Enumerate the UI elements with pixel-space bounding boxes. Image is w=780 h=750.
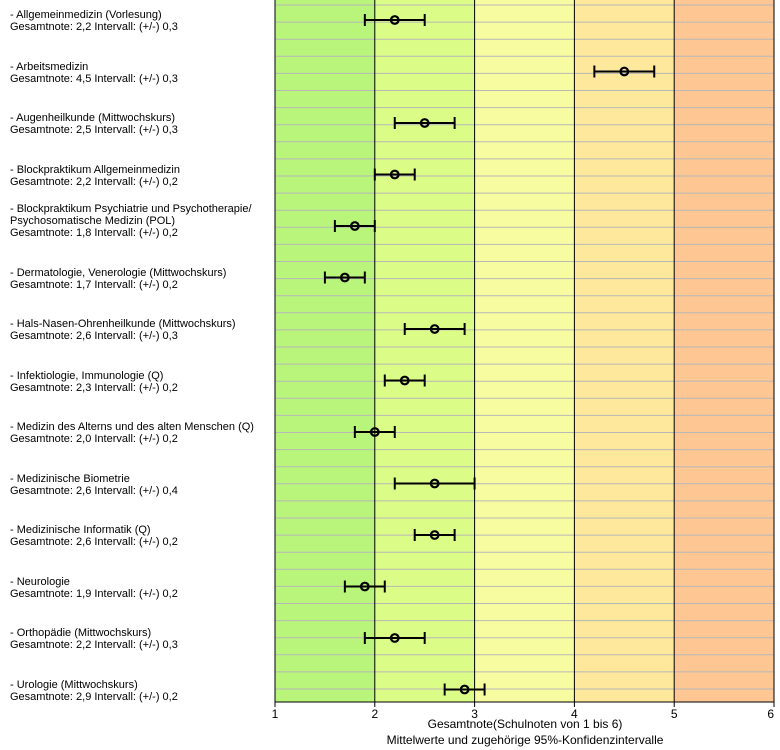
row-label: - Dermatologie, Venerologie (Mittwochsku… [10, 267, 272, 291]
x-tick-label: 3 [471, 707, 478, 721]
row-label: - Orthopädie (Mittwochskurs) Gesamtnote: … [10, 627, 272, 651]
row-label-name: - Neurologie [10, 575, 70, 588]
row-label-name: - Urologie (Mittwochskurs) [10, 678, 138, 691]
band-1 [275, 0, 375, 702]
row-label: - Medizinische Biometrie Gesamtnote: 2,6 … [10, 473, 272, 497]
chart-subtitle: Mittelwerte und zugehörige 95%-Konfidenz… [386, 733, 664, 747]
row-label-name: - Augenheilkunde (Mittwochskurs) [10, 112, 176, 124]
x-tick-label: 6 [767, 707, 774, 721]
band-2 [374, 0, 475, 702]
row-label-name: - Blockpraktikum Allgemeinmedizin [10, 163, 180, 176]
mean-point [389, 633, 400, 643]
row-label-value: Gesamtnote: 2,2 Intervall: (+/-) 0,3 [10, 639, 178, 651]
mean-point [419, 118, 430, 128]
row-label: - Urologie (Mittwochskurs) Gesamtnote: 2,… [10, 679, 272, 703]
row-label-value: Gesamtnote: 2,5 Intervall: (+/-) 0,3 [10, 124, 178, 136]
row-label: - Arbeitsmedizin Gesamtnote: 4,5 Interval… [10, 61, 272, 85]
row-label-value: Gesamtnote: 1,7 Intervall: (+/-) 0,2 [10, 278, 178, 291]
row-label-name: - Arbeitsmedizin [10, 60, 89, 73]
row-label-value: Gesamtnote: 2,3 Intervall: (+/-) 0,2 [10, 381, 178, 394]
row-label-value: Gesamtnote: 1,8 Intervall: (+/-) 0,2 [10, 227, 178, 239]
row-label-value: Gesamtnote: 2,6 Intervall: (+/-) 0,4 [10, 484, 178, 497]
row-label: - Augenheilkunde (Mittwochskurs) Gesamtno… [10, 112, 272, 136]
band-4 [574, 0, 675, 702]
row-label-value: Gesamtnote: 2,6 Intervall: (+/-) 0,3 [10, 330, 178, 342]
row-label-value: Gesamtnote: 2,2 Intervall: (+/-) 0,2 [10, 175, 178, 188]
row-label-name: - Medizinische Biometrie [10, 472, 130, 485]
row-label: - Allgemeinmedizin (Vorlesung) Gesamtnote… [10, 9, 272, 33]
mean-point [389, 15, 400, 25]
mean-point [459, 684, 470, 695]
row-label: - Medizinische Informatik (Q) Gesamtnote:… [10, 524, 272, 548]
row-label: - Blockpraktikum Allgemeinmedizin Gesamtn… [10, 164, 272, 188]
row-label-name: - Medizinische Informatik (Q) [10, 524, 151, 536]
x-tick-label: 5 [671, 707, 678, 721]
mean-point [619, 66, 630, 77]
row-label: - Hals-Nasen-Ohrenheilkunde (Mittwochsku… [10, 318, 272, 342]
row-label: - Blockpraktikum Psychiatrie und Psychot… [10, 203, 272, 239]
row-label-name: - Dermatologie, Venerologie (Mittwochsku… [10, 266, 227, 279]
mean-point [429, 478, 440, 489]
row-label: - Neurologie Gesamtnote: 1,9 Intervall: (… [10, 576, 272, 600]
row-label-name: - Blockpraktikum Psychiatrie und Psychot… [10, 203, 252, 227]
mean-point [429, 324, 440, 334]
row-label: - Medizin des Alterns und des alten Mens… [10, 421, 272, 445]
mean-point [369, 427, 380, 437]
mean-point [339, 272, 350, 283]
mean-point [359, 581, 370, 592]
row-label-name: - Hals-Nasen-Ohrenheilkunde (Mittwochsku… [10, 318, 236, 330]
row-label-name: - Medizin des Alterns und des alten Mens… [10, 421, 254, 433]
row-label-value: Gesamtnote: 2,6 Intervall: (+/-) 0,2 [10, 536, 178, 548]
x-axis-title: Gesamtnote(Schulnoten von 1 bis 6) [427, 717, 623, 731]
row-label-value: Gesamtnote: 4,5 Intervall: (+/-) 0,3 [10, 72, 178, 85]
mean-point [429, 530, 440, 540]
row-label-name: - Allgemeinmedizin (Vorlesung) [10, 9, 162, 21]
mean-point [399, 375, 410, 386]
row-label-value: Gesamtnote: 2,2 Intervall: (+/-) 0,3 [10, 21, 178, 33]
row-label-value: Gesamtnote: 1,9 Intervall: (+/-) 0,2 [10, 587, 178, 600]
row-label: - Infektiologie, Immunologie (Q) Gesamtno… [10, 370, 272, 394]
x-tick-label: 1 [272, 707, 279, 721]
band-3 [474, 0, 575, 702]
row-label-value: Gesamtnote: 2,0 Intervall: (+/-) 0,2 [10, 433, 178, 445]
row-label-name: - Orthopädie (Mittwochskurs) [10, 627, 152, 639]
x-tick-label: 4 [571, 707, 578, 721]
mean-point [349, 221, 360, 231]
mean-point [389, 169, 400, 180]
row-label-name: - Infektiologie, Immunologie (Q) [10, 369, 164, 382]
x-tick-label: 2 [371, 707, 378, 721]
row-label-value: Gesamtnote: 2,9 Intervall: (+/-) 0,2 [10, 690, 178, 703]
band-5 [674, 0, 774, 702]
